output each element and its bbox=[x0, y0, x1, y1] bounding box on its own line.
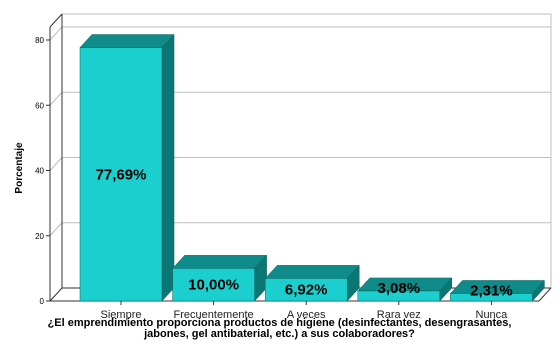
bar bbox=[357, 277, 453, 302]
category-label: Frecuentemente bbox=[174, 309, 254, 321]
data-label: 6,92% bbox=[285, 282, 328, 299]
x-axis-title-line-2: jabones, gel antibaterial, etc.) a sus c… bbox=[144, 328, 415, 340]
category-label: Nunca bbox=[476, 309, 509, 321]
data-label: 77,69% bbox=[96, 166, 147, 183]
x-axis-title: ¿El emprendimiento proporciona productos… bbox=[0, 318, 559, 340]
bars bbox=[79, 33, 545, 302]
y-tick-label: 40 bbox=[35, 167, 44, 176]
y-tick-label: 60 bbox=[35, 101, 44, 110]
y-axis-label: Porcentaje bbox=[14, 142, 25, 194]
y-tick-label: 20 bbox=[35, 232, 44, 241]
category-label: A veces bbox=[287, 309, 326, 321]
tick-labels: 0 20 40 60 80 Siempre Frecuentemente A veces Rar… bbox=[35, 36, 508, 321]
bar bbox=[264, 264, 360, 302]
bar bbox=[79, 33, 175, 302]
x-axis-title-line-1: ¿El emprendimiento proporciona productos… bbox=[47, 317, 512, 329]
data-label: 3,08% bbox=[378, 280, 421, 297]
y-tick-label: 80 bbox=[35, 36, 44, 45]
bar bbox=[172, 254, 268, 302]
category-label: Rara vez bbox=[377, 309, 421, 321]
data-label: 10,00% bbox=[188, 277, 239, 294]
bar bbox=[449, 279, 545, 302]
y-tick-label: 0 bbox=[40, 297, 45, 306]
category-label: Siempre bbox=[101, 309, 142, 321]
data-labels: 77,69% 10,00% 6,92% 3,08% 2,31% bbox=[96, 166, 513, 299]
data-label: 2,31% bbox=[470, 282, 513, 299]
gridline bbox=[49, 26, 551, 41]
